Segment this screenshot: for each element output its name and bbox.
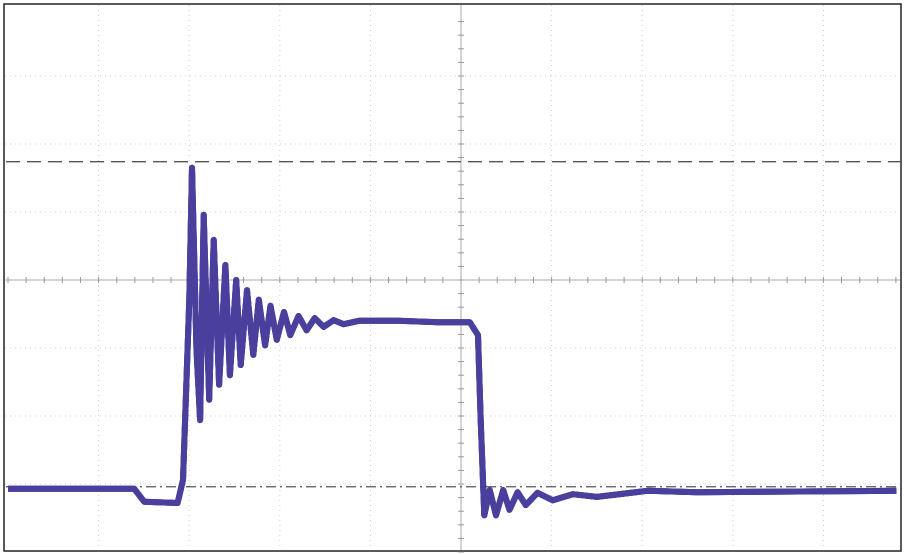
oscilloscope-screen — [0, 0, 904, 554]
screen-frame — [4, 4, 901, 551]
